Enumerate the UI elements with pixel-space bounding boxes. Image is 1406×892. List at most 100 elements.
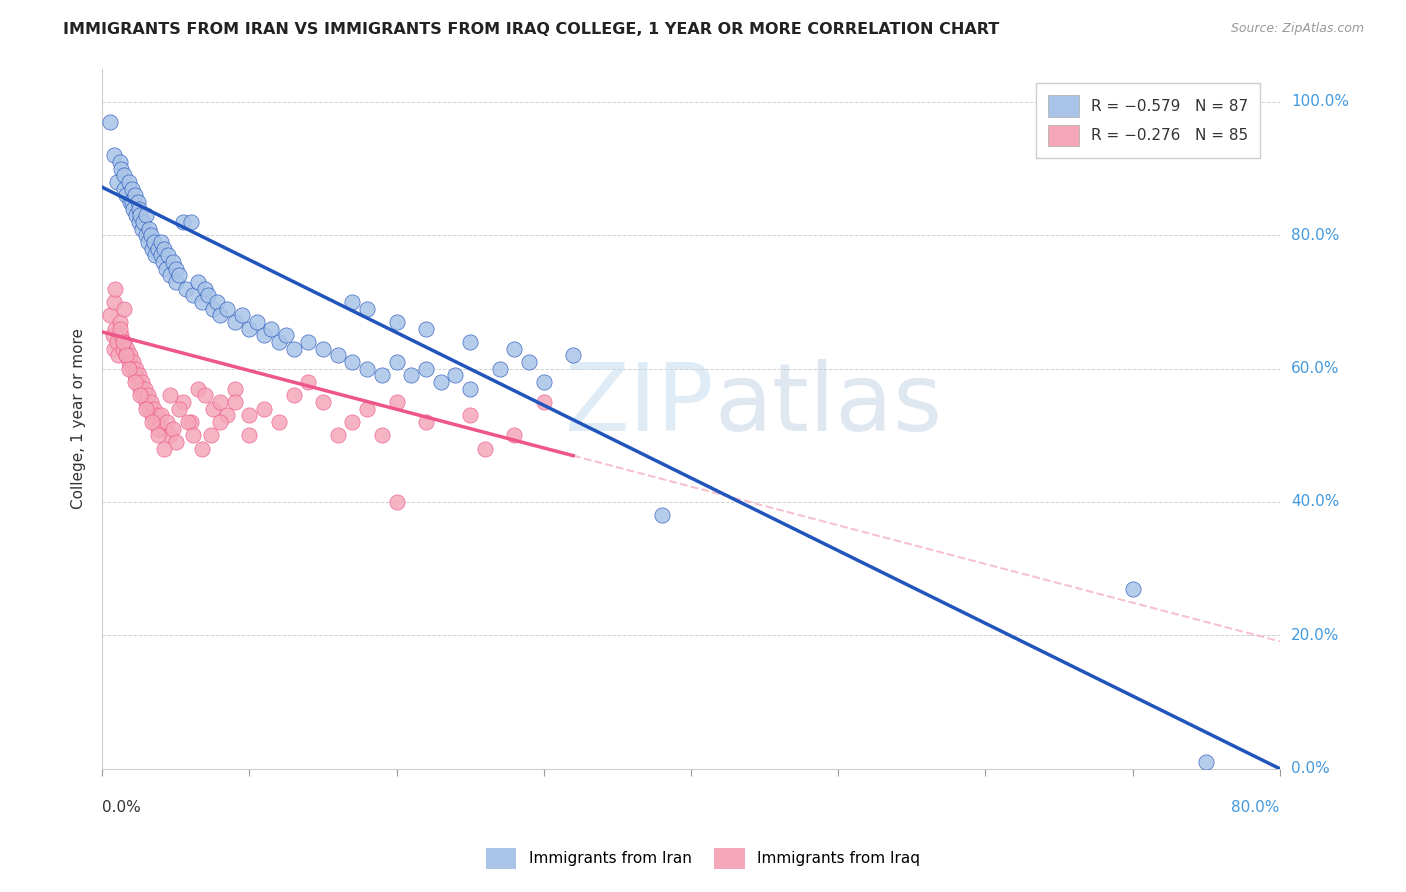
Point: [156, 415, 179, 429]
Point: [138, 221, 160, 235]
Point: [183, 288, 205, 302]
Legend: Immigrants from Iran, Immigrants from Iraq: Immigrants from Iran, Immigrants from Ir…: [479, 841, 927, 875]
Point: [217, 301, 239, 316]
Point: [150, 235, 173, 249]
Point: [142, 401, 165, 416]
Point: [651, 508, 673, 523]
Point: [103, 294, 125, 309]
Point: [238, 409, 260, 423]
Point: [122, 202, 145, 216]
Point: [208, 308, 231, 322]
Point: [401, 368, 423, 383]
Point: [297, 375, 319, 389]
Point: [104, 321, 127, 335]
Text: ZIP: ZIP: [565, 359, 714, 450]
Point: [208, 395, 231, 409]
Point: [238, 428, 260, 442]
Point: [180, 215, 202, 229]
Point: [167, 401, 190, 416]
Point: [125, 361, 148, 376]
Point: [138, 401, 160, 416]
Point: [415, 361, 437, 376]
Point: [488, 361, 510, 376]
Point: [165, 261, 187, 276]
Text: 40.0%: 40.0%: [1291, 494, 1339, 509]
Point: [326, 428, 349, 442]
Point: [474, 442, 496, 456]
Point: [103, 342, 125, 356]
Point: [356, 361, 378, 376]
Point: [114, 188, 136, 202]
Point: [167, 268, 190, 283]
Point: [153, 242, 176, 256]
Point: [191, 442, 214, 456]
Point: [132, 388, 155, 402]
Point: [108, 321, 131, 335]
Point: [141, 409, 163, 423]
Point: [110, 328, 132, 343]
Point: [125, 208, 148, 222]
Point: [131, 221, 153, 235]
Point: [98, 308, 121, 322]
Point: [172, 215, 194, 229]
Text: IMMIGRANTS FROM IRAN VS IMMIGRANTS FROM IRAQ COLLEGE, 1 YEAR OR MORE CORRELATION: IMMIGRANTS FROM IRAN VS IMMIGRANTS FROM …: [63, 22, 1000, 37]
Point: [342, 294, 364, 309]
Point: [122, 355, 145, 369]
Point: [172, 395, 194, 409]
Point: [127, 375, 149, 389]
Point: [118, 361, 141, 376]
Text: Source: ZipAtlas.com: Source: ZipAtlas.com: [1230, 22, 1364, 36]
Point: [152, 255, 174, 269]
Point: [385, 315, 408, 329]
Point: [1121, 582, 1143, 596]
Point: [136, 388, 159, 402]
Point: [162, 255, 184, 269]
Point: [118, 175, 141, 189]
Point: [205, 294, 228, 309]
Point: [217, 409, 239, 423]
Point: [108, 154, 131, 169]
Point: [112, 334, 135, 349]
Point: [143, 415, 166, 429]
Point: [150, 409, 173, 423]
Point: [238, 321, 260, 335]
Point: [356, 301, 378, 316]
Point: [562, 348, 585, 362]
Point: [141, 242, 163, 256]
Point: [1195, 755, 1218, 769]
Point: [132, 215, 155, 229]
Point: [128, 215, 150, 229]
Point: [187, 275, 209, 289]
Point: [253, 401, 276, 416]
Point: [145, 409, 167, 423]
Point: [297, 334, 319, 349]
Point: [139, 228, 162, 243]
Point: [120, 348, 142, 362]
Point: [503, 342, 526, 356]
Point: [312, 342, 335, 356]
Point: [197, 288, 219, 302]
Point: [224, 315, 246, 329]
Point: [112, 301, 135, 316]
Point: [111, 334, 134, 349]
Point: [201, 301, 224, 316]
Point: [143, 248, 166, 262]
Point: [183, 428, 205, 442]
Point: [112, 168, 135, 182]
Text: atlas: atlas: [714, 359, 943, 450]
Text: 100.0%: 100.0%: [1291, 95, 1348, 110]
Point: [121, 181, 143, 195]
Point: [112, 181, 135, 195]
Point: [129, 388, 152, 402]
Point: [142, 235, 165, 249]
Point: [103, 148, 125, 162]
Point: [385, 395, 408, 409]
Point: [458, 382, 481, 396]
Point: [267, 415, 290, 429]
Point: [131, 375, 153, 389]
Point: [342, 415, 364, 429]
Point: [141, 415, 163, 429]
Point: [127, 194, 149, 209]
Point: [326, 348, 349, 362]
Point: [342, 355, 364, 369]
